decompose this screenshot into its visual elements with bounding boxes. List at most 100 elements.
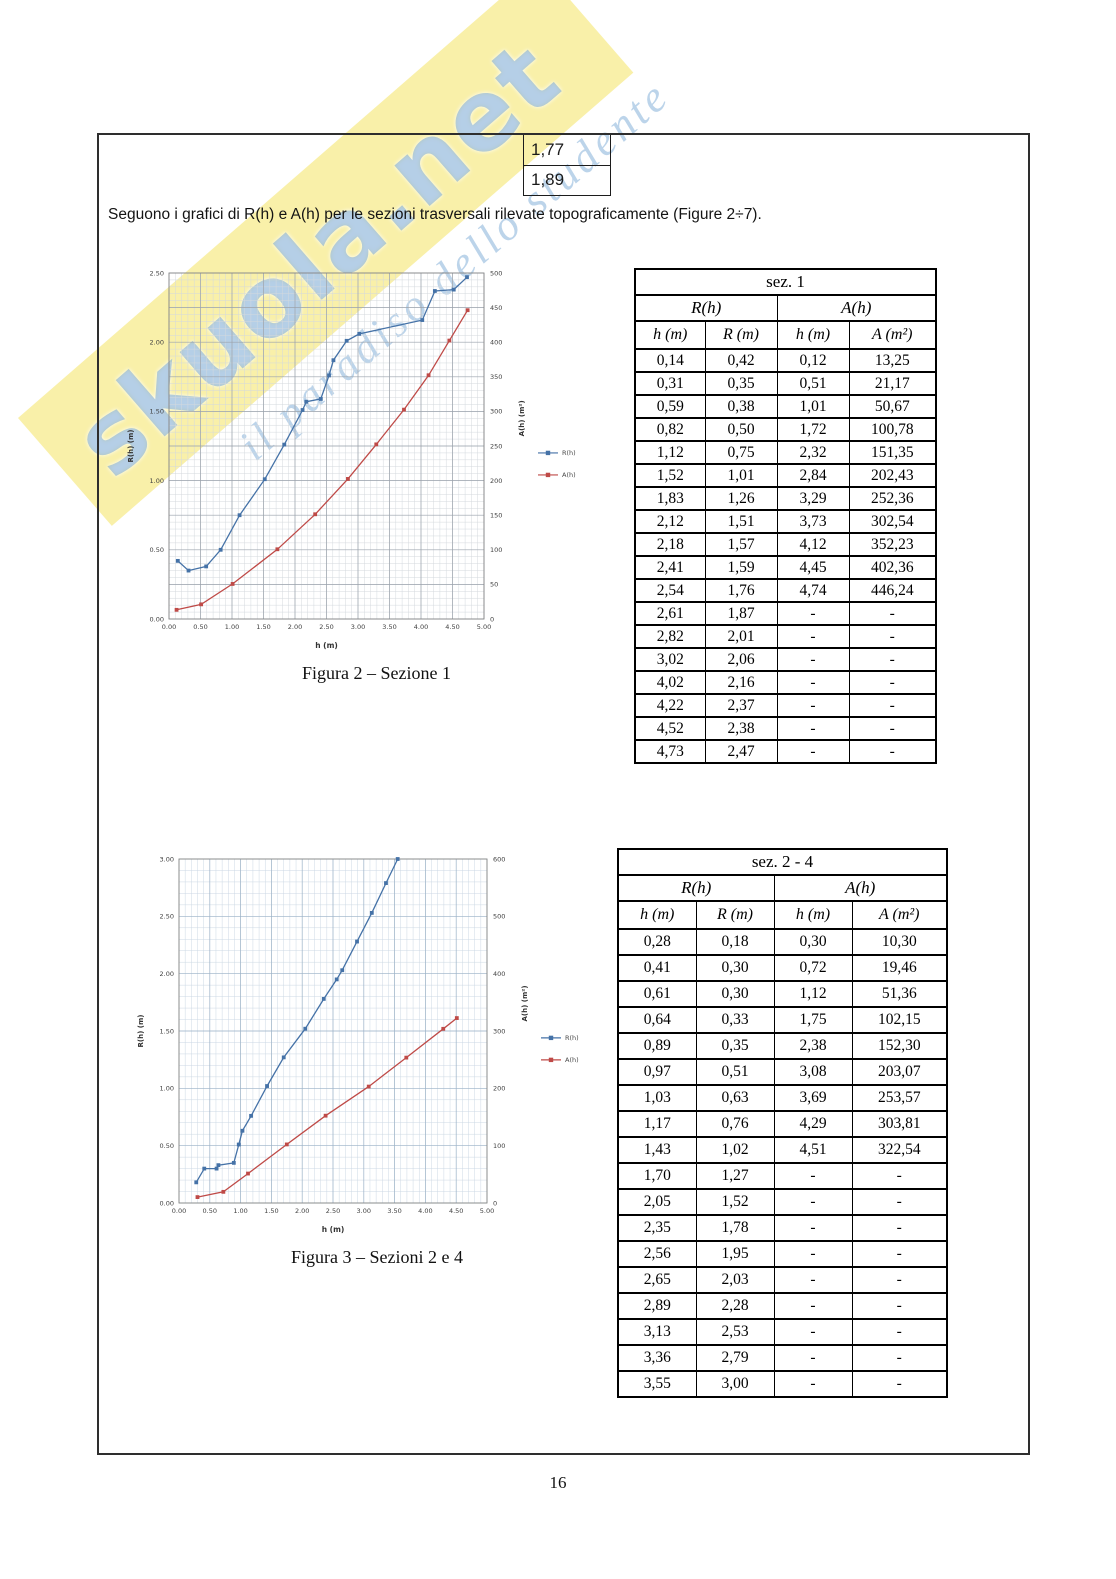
svg-text:0: 0: [493, 1199, 497, 1207]
svg-text:4.50: 4.50: [449, 1207, 463, 1215]
table-row: 1,83 1,26 3,29 252,36: [634, 486, 937, 511]
table-row: 2,12 1,51 3,73 302,54: [634, 509, 937, 534]
table-row: 2,05 1,52- -: [617, 1188, 948, 1216]
table-cell: 2,84: [776, 463, 850, 488]
table-cell: -: [776, 739, 850, 764]
svg-text:1.50: 1.50: [150, 408, 164, 416]
table-cell: 1,27: [695, 1162, 775, 1190]
svg-text:h (m): h (m): [315, 641, 338, 650]
svg-text:R(h): R(h): [565, 1034, 579, 1042]
table-row: 1,70 1,27- -: [617, 1162, 948, 1190]
svg-text:350: 350: [490, 373, 502, 381]
svg-text:0.50: 0.50: [160, 1142, 174, 1150]
table-row: 0,64 0,33 1,75 102,15: [617, 1006, 948, 1034]
svg-text:3.00: 3.00: [160, 855, 174, 863]
table-cell: 1,89: [523, 165, 611, 196]
table-cell: -: [776, 693, 850, 718]
table-cell: -: [773, 1292, 853, 1320]
column-header: A (m²): [851, 900, 948, 930]
table-cell: 4,73: [634, 739, 706, 764]
table-cell: -: [851, 1240, 948, 1268]
table-row: 3,02 2,06- -: [634, 647, 937, 672]
table-cell: 1,51: [704, 509, 778, 534]
svg-text:200: 200: [490, 477, 502, 485]
table-cell: 0,64: [617, 1006, 697, 1034]
table-sez-2-4: sez. 2 - 4 R(h) A(h) h (m) R (m) h (m) A…: [617, 848, 948, 1398]
svg-text:3.50: 3.50: [387, 1207, 401, 1215]
svg-text:1.00: 1.00: [160, 1085, 174, 1093]
table-cell: 1,01: [776, 394, 850, 419]
group-header: A(h): [773, 874, 948, 902]
table-cell: -: [773, 1214, 853, 1242]
table-title-row: sez. 2 - 4: [617, 848, 948, 876]
svg-text:4.00: 4.00: [418, 1207, 432, 1215]
table-cell: 1,59: [704, 555, 778, 580]
table-cell: 0,76: [695, 1110, 775, 1138]
table-cell: 0,30: [695, 980, 775, 1008]
svg-text:A(h): A(h): [565, 1056, 579, 1064]
svg-text:R(h) (m): R(h) (m): [127, 430, 135, 463]
table-cell: 1,57: [704, 532, 778, 557]
svg-text:500: 500: [493, 913, 505, 921]
column-header: A (m²): [848, 320, 937, 350]
table-cell: 1,01: [704, 463, 778, 488]
svg-text:2.00: 2.00: [150, 339, 164, 347]
table-cell: -: [851, 1188, 948, 1216]
table-row: 2,56 1,95- -: [617, 1240, 948, 1268]
table-cell: 0,12: [776, 348, 850, 373]
svg-text:1.00: 1.00: [225, 623, 239, 631]
column-header: R (m): [704, 320, 778, 350]
table-cell: 3,13: [617, 1318, 697, 1346]
table-title: sez. 1: [634, 268, 937, 296]
table-cell: -: [773, 1370, 853, 1398]
table-cell: -: [848, 601, 937, 626]
table-row: 4,52 2,38- -: [634, 716, 937, 741]
table-cell: 2,56: [617, 1240, 697, 1268]
svg-text:R(h) (m): R(h) (m): [137, 1015, 145, 1048]
table-cell: -: [773, 1162, 853, 1190]
table-row: 0,61 0,30 1,12 51,36: [617, 980, 948, 1008]
table-cell: 2,37: [704, 693, 778, 718]
svg-text:0.00: 0.00: [150, 615, 164, 623]
fragment-table: 1,77 1,89: [523, 135, 611, 196]
table-cell: 0,38: [704, 394, 778, 419]
table-cell: 1,12: [634, 440, 706, 465]
table-cell: 1,26: [704, 486, 778, 511]
table-cell: 3,29: [776, 486, 850, 511]
table-colhead-row: h (m) R (m) h (m) A (m²): [617, 900, 948, 930]
document-page: 1,77 1,89 Seguono i grafici di R(h) e A(…: [97, 133, 1030, 1455]
table-cell: 2,79: [695, 1344, 775, 1372]
table-cell: 102,15: [851, 1006, 948, 1034]
table-cell: -: [773, 1188, 853, 1216]
table-cell: 2,89: [617, 1292, 697, 1320]
table-cell: 4,52: [634, 716, 706, 741]
table-cell: -: [851, 1344, 948, 1372]
table-cell: 152,30: [851, 1032, 948, 1060]
svg-text:1.50: 1.50: [264, 1207, 278, 1215]
table-cell: 0,41: [617, 954, 697, 982]
table-cell: 2,41: [634, 555, 706, 580]
column-header: h (m): [634, 320, 706, 350]
table-cell: -: [851, 1214, 948, 1242]
chart-figura-2: 0.00 0.50 1.00 1.50 2.00 2.50 3.00 3.50 4.00 4.50…: [123, 259, 588, 657]
table-cell: 303,81: [851, 1110, 948, 1138]
svg-text:450: 450: [490, 304, 502, 312]
table-cell: 0,30: [695, 954, 775, 982]
table-row: 1,89: [523, 165, 611, 196]
table-cell: -: [848, 624, 937, 649]
svg-text:600: 600: [493, 855, 505, 863]
table-cell: 2,82: [634, 624, 706, 649]
table-cell: 2,06: [704, 647, 778, 672]
table-row: 4,22 2,37- -: [634, 693, 937, 718]
table-cell: 2,54: [634, 578, 706, 603]
table-cell: 1,75: [773, 1006, 853, 1034]
table-row: 2,18 1,57 4,12 352,23: [634, 532, 937, 557]
table-cell: 3,02: [634, 647, 706, 672]
table-cell: 2,16: [704, 670, 778, 695]
table-cell: 3,55: [617, 1370, 697, 1398]
table-row: 1,17 0,76 4,29 303,81: [617, 1110, 948, 1138]
svg-text:0.00: 0.00: [162, 623, 176, 631]
table-cell: -: [848, 670, 937, 695]
table-cell: 100,78: [848, 417, 937, 442]
column-header: R (m): [695, 900, 775, 930]
